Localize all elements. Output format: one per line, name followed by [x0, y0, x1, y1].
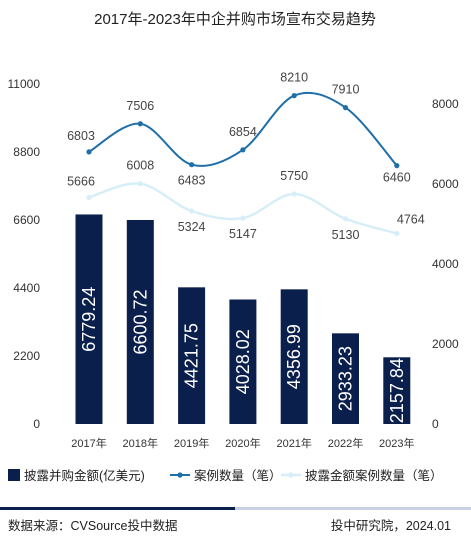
chart-title: 2017年-2023年中企并购市场宣布交易趋势 [94, 10, 376, 28]
legend-marker-count [177, 472, 183, 478]
right-tick-label: 8000 [432, 97, 459, 111]
disclosed-value-label: 5750 [280, 169, 308, 183]
data-source-note: 数据来源：CVSource投中数据 [8, 519, 178, 533]
disclosed-value-label: 6008 [126, 159, 154, 173]
bar-value-label: 6600.72 [130, 289, 150, 354]
count-value-label: 6483 [178, 174, 206, 188]
legend: 披露并购金额(亿美元) 案例数量（笔） 披露金额案例数量（笔） [8, 468, 443, 483]
right-axis: 0 2000 4000 6000 8000 [432, 97, 459, 431]
bar-series: 6779.24 6600.72 4421.75 4028.02 4356.99 2933.… [75, 214, 411, 424]
count-point [86, 149, 92, 155]
disclosed-value-label: 5666 [67, 174, 95, 188]
left-tick-label: 2200 [13, 349, 40, 363]
x-tick-label: 2019年 [174, 436, 209, 450]
left-axis: 0 2200 4400 6600 8800 11000 [8, 77, 41, 431]
count-point [189, 162, 195, 168]
left-tick-label: 11000 [8, 77, 41, 91]
bar [229, 299, 257, 424]
count-value-label: 6854 [229, 125, 257, 139]
right-tick-label: 4000 [432, 257, 459, 271]
line-series: 6803 7506 6483 6854 8210 7910 6460 5666 6008 5324… [67, 71, 425, 242]
disclosed-point [394, 230, 400, 237]
bar [332, 333, 359, 424]
bar-value-label: 2157.84 [387, 358, 407, 423]
x-tick-label: 2018年 [123, 436, 158, 450]
right-tick-label: 0 [432, 417, 439, 431]
disclosed-point [137, 181, 143, 187]
x-tick-label: 2022年 [328, 436, 363, 450]
legend-swatch-bar [8, 469, 20, 481]
footer-divider-light [235, 507, 471, 510]
count-point [240, 147, 246, 153]
publisher-credit: 投中研究院，2024.01 [330, 519, 451, 533]
right-tick-label: 2000 [432, 337, 459, 351]
left-tick-label: 6600 [13, 213, 40, 227]
bar-value-label: 2933.23 [336, 346, 356, 411]
bar [280, 289, 308, 424]
x-tick-label: 2020年 [225, 436, 260, 450]
legend-marker-disclosed [288, 472, 294, 478]
count-value-label: 6460 [383, 171, 411, 185]
disclosed-value-label: 5324 [178, 220, 206, 234]
legend-label-count: 案例数量（笔） [194, 468, 282, 483]
bar [178, 287, 206, 424]
count-point [342, 105, 349, 111]
count-point [137, 121, 143, 127]
count-value-label: 7506 [126, 99, 154, 113]
x-tick-label: 2017年 [71, 436, 106, 450]
right-tick-label: 6000 [432, 177, 459, 191]
bar [126, 219, 154, 424]
left-tick-label: 8800 [13, 145, 40, 159]
footer-divider-dark [0, 507, 235, 510]
bar-value-label: 6779.24 [79, 287, 99, 352]
x-tick-label: 2021年 [276, 436, 311, 450]
count-value-label: 7910 [332, 83, 360, 97]
disclosed-point [86, 194, 92, 200]
count-value-label: 8210 [280, 71, 308, 85]
count-point [291, 93, 297, 99]
count-value-label: 6803 [67, 129, 95, 143]
disclosed-point [291, 191, 297, 197]
disclosed-value-label: 4764 [397, 212, 425, 226]
disclosed-value-label: 5130 [332, 228, 360, 242]
bar-value-label: 4356.99 [284, 324, 304, 389]
bar-value-label: 4028.02 [233, 329, 253, 394]
disclosed-point [189, 208, 195, 214]
left-tick-label: 0 [33, 417, 40, 431]
legend-label-amount: 披露并购金额(亿美元) [24, 468, 145, 483]
disclosed-point [342, 216, 349, 222]
bar [75, 214, 103, 424]
x-axis: 2017年 2018年 2019年 2020年 2021年 2022年 2023年 [71, 436, 414, 450]
disclosed-value-label: 5147 [229, 227, 257, 241]
bar [383, 357, 411, 424]
count-point [394, 163, 400, 169]
chart-canvas: 2017年-2023年中企并购市场宣布交易趋势 0 2200 4400 6600 880… [8, 10, 460, 483]
left-tick-label: 4400 [13, 281, 40, 295]
disclosed-point [240, 215, 246, 221]
bar-value-label: 4421.75 [182, 323, 202, 388]
x-tick-label: 2023年 [379, 436, 414, 450]
legend-label-disclosed: 披露金额案例数量（笔） [305, 468, 443, 483]
